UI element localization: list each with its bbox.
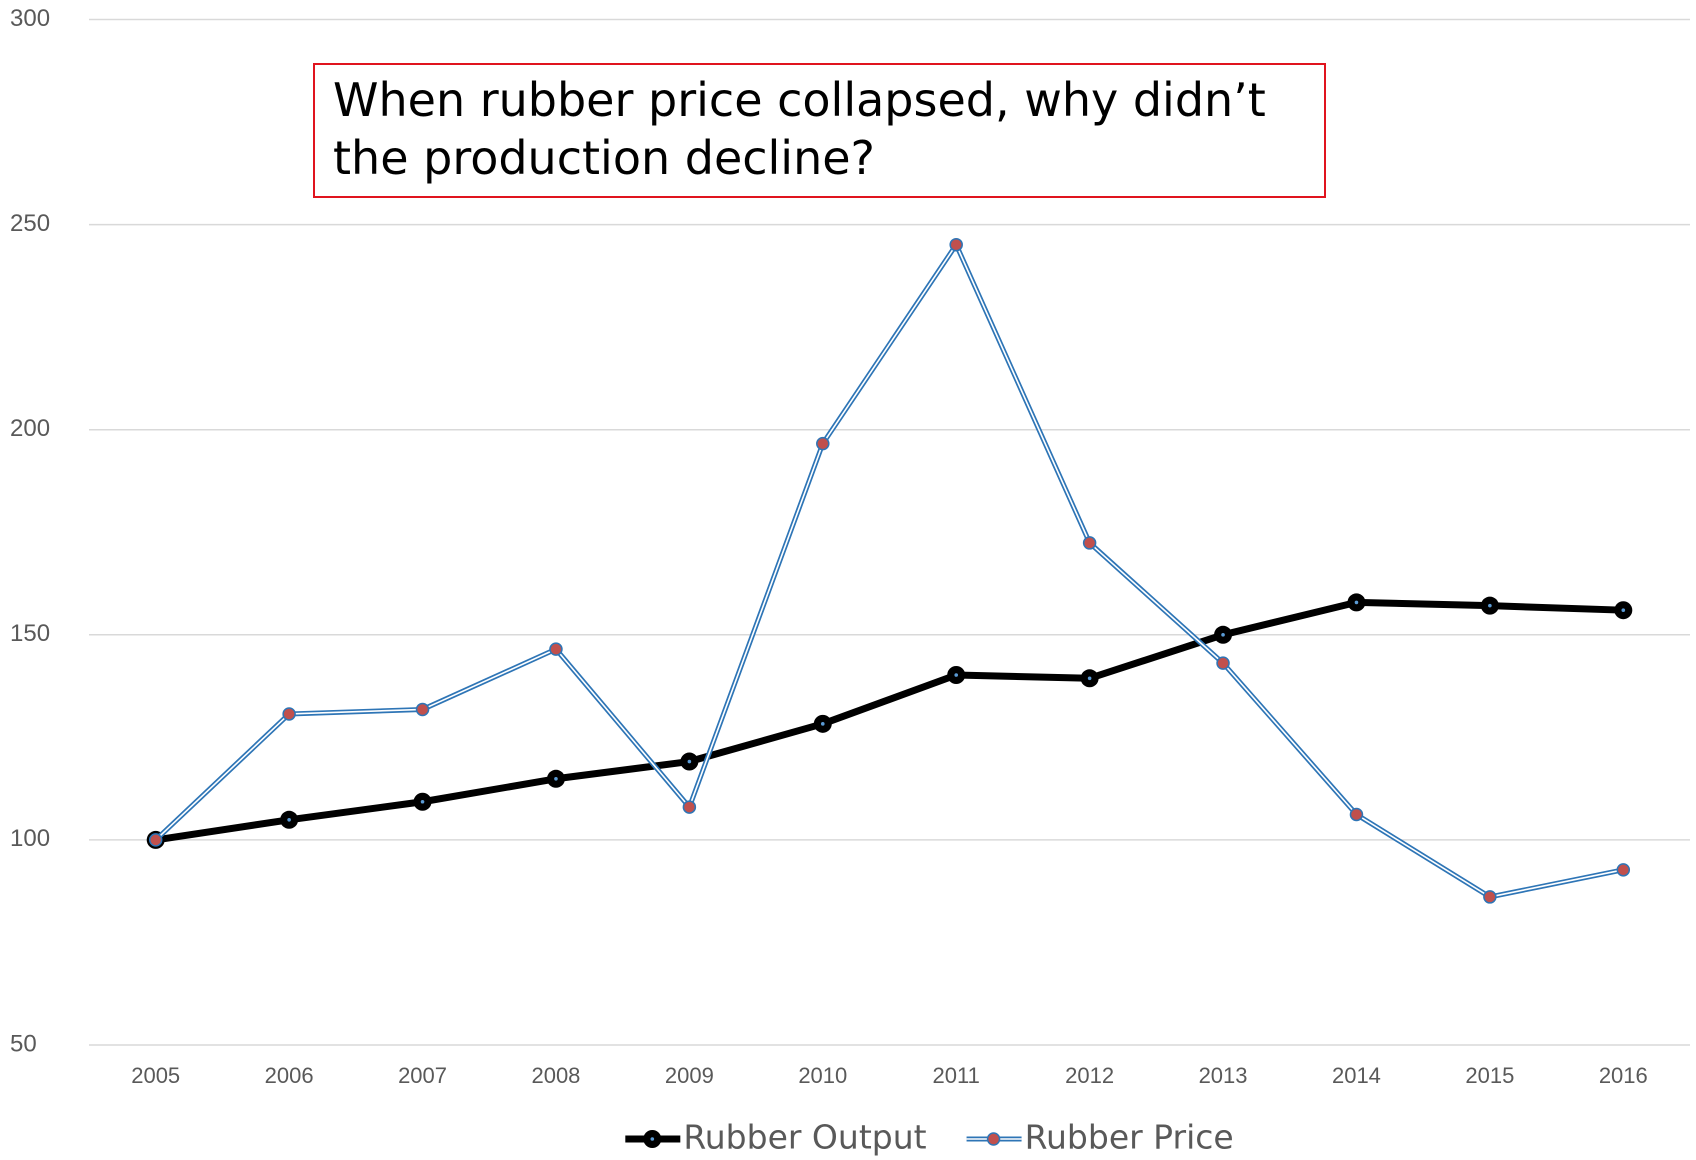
point-dot	[954, 673, 959, 677]
legend-label: Rubber Output	[683, 1118, 926, 1157]
x-tick-label: 2005	[131, 1063, 180, 1088]
point-marker	[415, 702, 430, 717]
point-marker	[148, 833, 163, 847]
y-tick-label: 300	[10, 5, 50, 32]
x-tick-label: 2009	[665, 1063, 714, 1088]
legend-dot	[650, 1137, 655, 1141]
legend-label: Rubber Price	[1025, 1118, 1234, 1157]
point-marker	[816, 436, 830, 451]
annotation: When rubber price collapsed, why didn’t …	[313, 63, 1326, 198]
point-marker	[1082, 536, 1097, 550]
x-tick-label: 2016	[1599, 1063, 1648, 1088]
point-marker	[1216, 656, 1230, 670]
series-line-inner	[155, 243, 1624, 898]
y-tick-label: 150	[10, 620, 50, 647]
x-tick-label: 2006	[265, 1063, 314, 1088]
x-tick-label: 2014	[1332, 1063, 1381, 1088]
point-dot	[420, 799, 425, 804]
point-dot	[1221, 633, 1225, 637]
point-dot	[687, 759, 692, 764]
series-line	[153, 242, 1624, 900]
x-tick-label: 2008	[531, 1063, 580, 1088]
point-marker	[949, 237, 963, 252]
legend-marker	[986, 1132, 1001, 1146]
y-tick-label: 250	[10, 210, 50, 237]
x-tick-label: 2012	[1065, 1063, 1114, 1088]
point-dot	[554, 776, 558, 781]
x-tick-label: 2015	[1465, 1063, 1514, 1088]
point-dot	[820, 722, 825, 726]
point-dot	[287, 818, 291, 822]
y-tick-label: 50	[10, 1030, 37, 1057]
legend: Rubber Output Rubber Price	[625, 1118, 1234, 1157]
point-marker	[1616, 863, 1631, 877]
x-tick-label: 2007	[398, 1063, 447, 1088]
point-marker	[282, 707, 296, 721]
point-marker	[1483, 890, 1497, 904]
y-tick-label: 200	[10, 415, 50, 442]
y-tick-label: 100	[10, 825, 50, 852]
point-dot	[1621, 608, 1626, 612]
point-marker	[682, 800, 697, 814]
series-line	[155, 598, 1624, 844]
point-dot	[1488, 603, 1492, 608]
point-marker	[549, 642, 563, 656]
point-dot	[1354, 600, 1359, 605]
x-tick-label: 2010	[798, 1063, 847, 1088]
x-tick-label: 2011	[933, 1063, 980, 1088]
x-tick-label: 2013	[1199, 1063, 1248, 1088]
point-marker	[1349, 807, 1364, 822]
point-dot	[1087, 676, 1092, 681]
